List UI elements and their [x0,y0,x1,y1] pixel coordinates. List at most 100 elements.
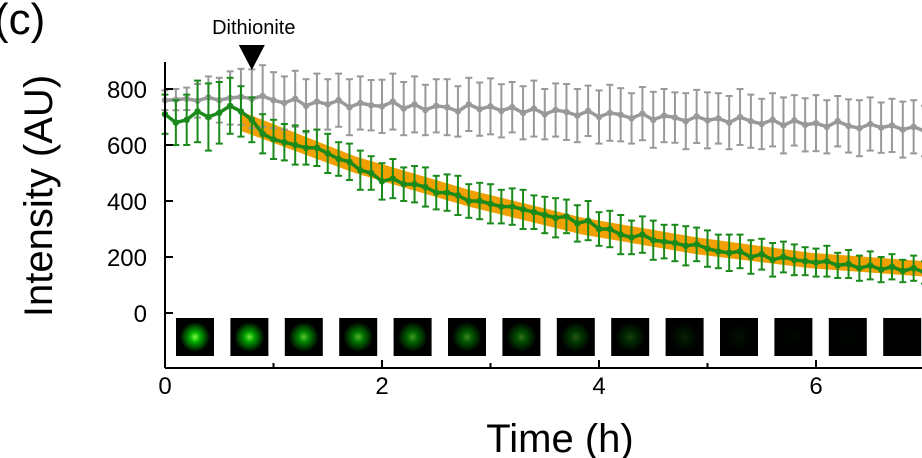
data-point [726,119,733,126]
data-point [617,111,624,118]
data-point [541,111,548,118]
data-point [552,106,559,114]
data-point [660,238,668,245]
frame-glow-7 [506,322,537,352]
series-2 [161,76,922,285]
data-point [595,113,603,121]
dithionite-label: Dithionite [212,17,295,39]
data-point [465,101,472,108]
frame-glow-6 [452,322,482,352]
y-tick-label: 400 [107,189,147,216]
data-point [823,123,831,130]
data-point [758,251,765,258]
y-tick-label: 200 [107,245,147,272]
data-point [823,258,831,265]
data-point [584,217,592,224]
frame-glow-10 [669,322,700,352]
data-point [465,197,472,205]
data-point [389,98,397,105]
fit-band [240,111,922,277]
data-point [758,120,765,128]
data-point [899,126,906,133]
data-point [389,175,397,182]
data-point [541,211,548,219]
data-point [487,103,494,110]
data-point [259,130,266,137]
data-point [411,181,418,188]
data-point [194,108,201,115]
frame-glow-2 [234,322,265,352]
x-tick-label: 4 [592,373,605,400]
data-point [910,265,917,272]
data-point [639,110,646,117]
frame-glow-5 [397,322,428,352]
frame-glow-12 [778,322,809,352]
data-point [877,266,885,273]
data-point [346,158,353,165]
data-point [595,225,603,233]
data-point [400,181,407,188]
data-point [476,197,483,205]
data-point [530,209,538,216]
series-layer [161,64,922,285]
data-point [812,259,820,266]
data-point [487,200,494,207]
frame-glow-14 [887,322,918,352]
data-point [302,144,310,151]
data-point [780,253,787,261]
y-axis-title: Intensity (AU) [17,75,61,317]
data-point [357,99,364,107]
data-point [281,99,288,107]
axes: 0 200 400 600 800 0 2 4 6 [107,62,922,400]
data-point [574,220,581,227]
data-point [769,256,776,263]
dithionite-arrow-marker [238,45,265,70]
frame-glow-9 [615,322,646,352]
data-point [422,106,429,114]
data-point [628,115,635,122]
data-point [780,122,787,129]
data-point [867,120,874,128]
frame-glow-4 [343,322,374,352]
data-point [498,203,505,210]
data-point [324,101,331,108]
x-tick-label: 6 [809,373,822,400]
data-point [367,102,375,109]
data-point [736,113,744,121]
frame-glow-3 [288,322,319,352]
data-point [704,117,711,124]
y-tick-label: 800 [107,77,147,104]
data-point [226,102,234,110]
data-point [856,125,863,132]
data-point [747,118,755,125]
data-point [237,108,245,115]
data-point [584,107,592,115]
data-point [791,117,798,124]
data-point [682,242,689,249]
data-point [509,203,516,210]
data-point [476,105,483,113]
dithionite-annotation: Dithionite [212,17,295,70]
data-point [346,104,353,111]
data-point [313,98,321,105]
data-point [747,253,755,261]
data-point [888,122,896,129]
data-point [801,121,809,129]
data-point [704,245,711,252]
x-axis-title: Time (h) [486,417,633,458]
image-strip [176,318,922,356]
data-point [248,116,255,124]
data-point [791,256,798,263]
data-point [509,104,516,111]
data-point [205,113,212,121]
data-point [367,169,375,177]
panel-label: (c) [0,0,45,44]
data-point [378,178,386,185]
data-point [801,258,809,265]
data-point [671,239,679,247]
data-point [259,92,266,100]
data-point [812,119,820,127]
data-point [552,214,559,221]
data-point [433,189,440,196]
data-point [563,213,570,220]
